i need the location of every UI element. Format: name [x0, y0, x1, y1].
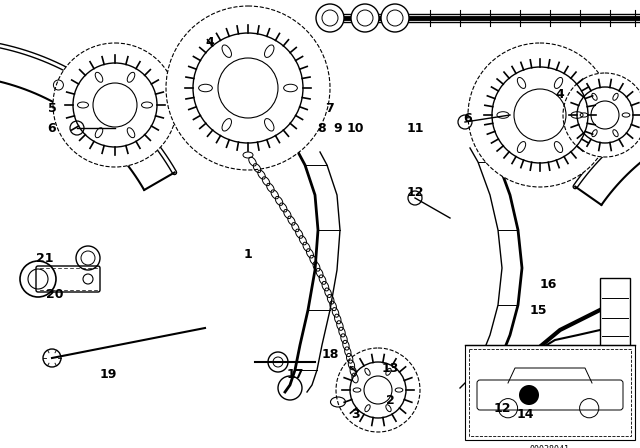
Bar — [465, 345, 635, 440]
Circle shape — [563, 73, 640, 157]
Circle shape — [468, 43, 612, 187]
Circle shape — [519, 385, 539, 405]
Text: 16: 16 — [540, 279, 557, 292]
Circle shape — [381, 4, 409, 32]
Circle shape — [53, 43, 177, 167]
Text: 4: 4 — [556, 89, 564, 102]
Circle shape — [316, 4, 344, 32]
Text: 12: 12 — [493, 401, 511, 414]
Bar — [600, 278, 630, 353]
Text: 15: 15 — [529, 303, 547, 316]
FancyBboxPatch shape — [36, 266, 100, 292]
Circle shape — [166, 6, 330, 170]
Bar — [469, 349, 631, 436]
Text: 14: 14 — [516, 409, 534, 422]
Text: 8: 8 — [317, 121, 326, 134]
Text: 18: 18 — [321, 349, 339, 362]
Text: 19: 19 — [99, 369, 116, 382]
Circle shape — [336, 348, 420, 432]
Text: 11: 11 — [406, 121, 424, 134]
Text: 6: 6 — [464, 112, 472, 125]
Text: 5: 5 — [47, 102, 56, 115]
Text: 13: 13 — [381, 362, 399, 375]
Text: 3: 3 — [351, 409, 359, 422]
Text: 00038041: 00038041 — [530, 445, 570, 448]
Text: 1: 1 — [244, 249, 252, 262]
Text: 21: 21 — [36, 251, 54, 264]
Text: 10: 10 — [346, 121, 364, 134]
Text: 20: 20 — [46, 289, 64, 302]
Text: 4: 4 — [205, 35, 214, 48]
Text: 12: 12 — [406, 185, 424, 198]
Text: 7: 7 — [326, 102, 334, 115]
Text: 6: 6 — [48, 121, 56, 134]
Circle shape — [351, 4, 379, 32]
Text: 2: 2 — [386, 393, 394, 406]
Text: 9: 9 — [333, 121, 342, 134]
Text: 17: 17 — [286, 369, 304, 382]
